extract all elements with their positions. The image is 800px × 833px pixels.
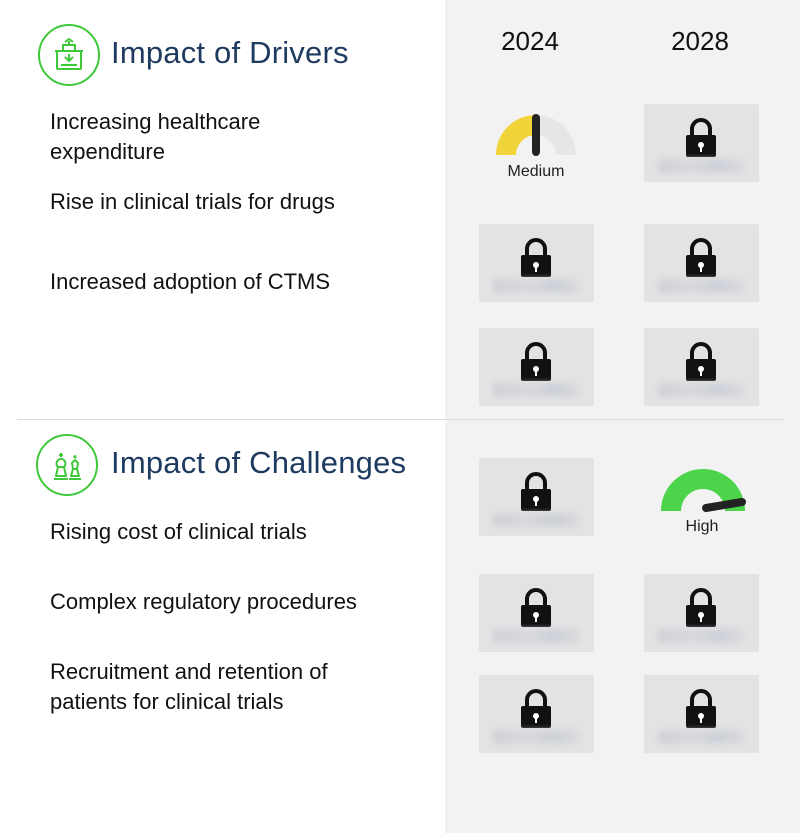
driver-item-ctms-adoption: Increased adoption of CTMS	[50, 269, 331, 294]
locked-cell[interactable]	[479, 224, 594, 302]
locked-cell[interactable]	[644, 328, 759, 406]
gauge-label-medium: Medium	[507, 163, 565, 180]
blurred-value	[493, 513, 579, 527]
blurred-value	[493, 629, 579, 643]
blurred-value	[658, 629, 744, 643]
blurred-value	[658, 730, 744, 744]
challenge-item-rising-cost: Rising cost of clinical trials	[50, 519, 307, 544]
challenge-item-regulatory: Complex regulatory procedures	[50, 589, 357, 614]
driver-item-clinical-trials: Rise in clinical trials for drugs	[50, 189, 335, 214]
blurred-value	[658, 383, 744, 397]
blurred-value	[493, 730, 579, 744]
lock-icon	[686, 588, 716, 627]
locked-cell[interactable]	[644, 224, 759, 302]
driver-item-healthcare-expenditure: Increasing healthcare expenditure	[50, 109, 261, 164]
column-header-2028: 2028	[671, 26, 729, 56]
blurred-value	[658, 159, 744, 173]
locked-cell[interactable]	[479, 675, 594, 753]
lock-icon	[521, 588, 551, 627]
gauge-medium	[496, 114, 576, 156]
locked-cell[interactable]	[644, 675, 759, 753]
lock-icon	[686, 342, 716, 381]
lock-icon	[521, 238, 551, 277]
lock-icon	[686, 689, 716, 728]
blurred-value	[493, 383, 579, 397]
lock-icon	[521, 342, 551, 381]
gauge-high	[661, 469, 746, 512]
lock-icon	[686, 238, 716, 277]
gauge-label-high: High	[685, 518, 719, 535]
locked-cell[interactable]	[479, 458, 594, 536]
section-divider	[17, 419, 785, 420]
challenge-item-recruitment: Recruitment and retention of patients fo…	[50, 659, 328, 714]
blurred-value	[658, 279, 744, 293]
challenges-section-title: Impact of Challenges	[111, 445, 407, 480]
blurred-value	[493, 279, 579, 293]
money-bag-icon	[38, 24, 100, 86]
lock-icon	[686, 118, 716, 157]
chess-pieces-icon	[36, 434, 98, 496]
locked-cell[interactable]	[644, 574, 759, 652]
locked-cell[interactable]	[479, 328, 594, 406]
drivers-section-title: Impact of Drivers	[111, 35, 349, 70]
column-header-2024: 2024	[501, 26, 559, 56]
lock-icon	[521, 689, 551, 728]
lock-icon	[521, 472, 551, 511]
locked-cell[interactable]	[644, 104, 759, 182]
locked-cell[interactable]	[479, 574, 594, 652]
